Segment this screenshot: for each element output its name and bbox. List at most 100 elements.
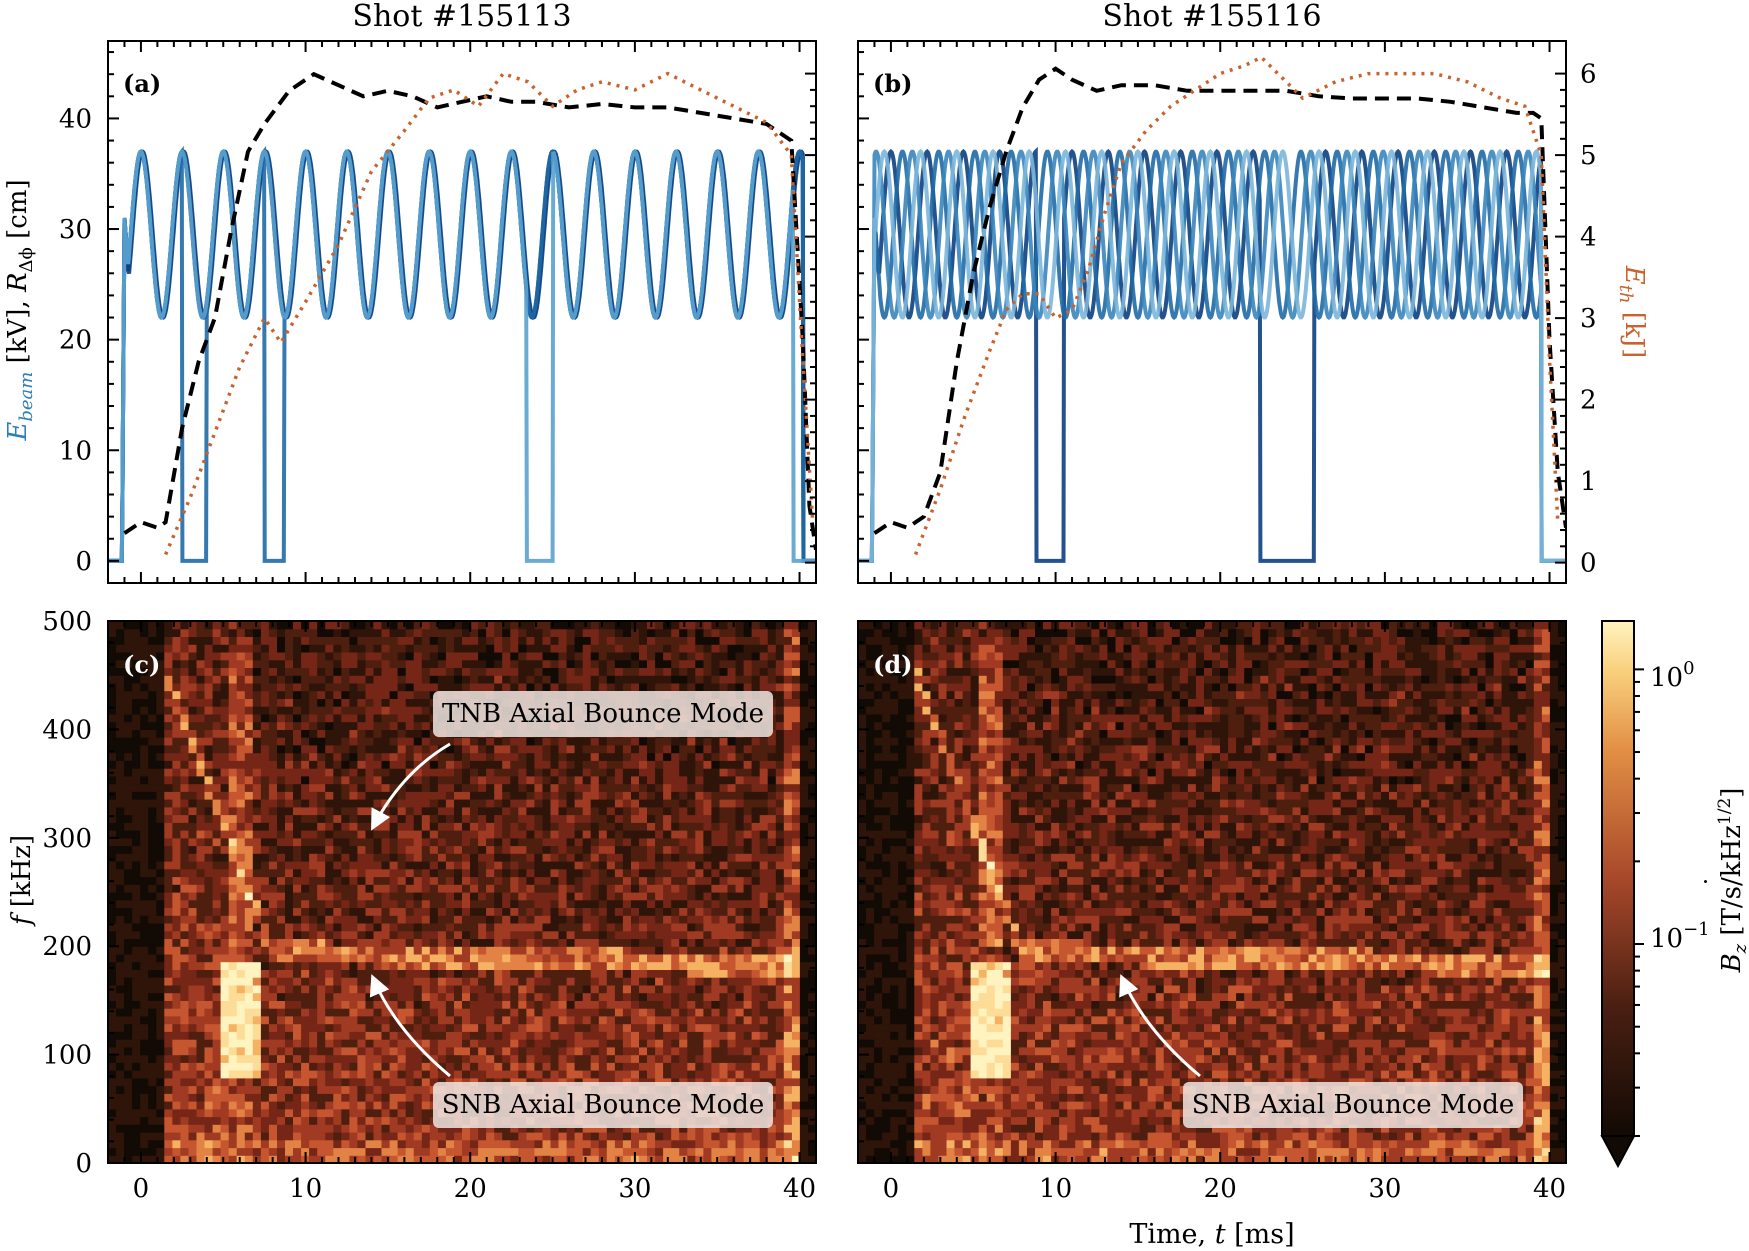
- spectrogram-cell: [260, 845, 270, 854]
- spectrogram-cell: [598, 760, 608, 769]
- spectrogram-cell: [437, 814, 447, 823]
- spectrogram-cell: [140, 1116, 149, 1125]
- spectrogram-cell: [268, 899, 278, 908]
- spectrogram-cell: [277, 923, 286, 932]
- spectrogram-cell: [164, 946, 173, 955]
- spectrogram-cell: [148, 783, 157, 792]
- spectrogram-cell: [285, 791, 294, 800]
- spectrogram-cell: [502, 768, 511, 777]
- spectrogram-cell: [156, 884, 165, 893]
- spectrogram-cell: [590, 799, 600, 808]
- spectrogram-cell: [526, 845, 535, 854]
- spectrogram-cell: [639, 1008, 648, 1017]
- spectrogram-cell: [486, 644, 495, 653]
- spectrogram-cell: [381, 876, 391, 885]
- spectrogram-cell: [631, 1054, 640, 1063]
- spectrogram-cell: [188, 1139, 198, 1149]
- spectrogram-cell: [309, 907, 318, 916]
- spectrogram-cell: [357, 1155, 366, 1164]
- spectrogram-cell: [140, 977, 149, 986]
- spectrogram-cell: [244, 961, 254, 970]
- spectrogram-cell: [526, 628, 535, 637]
- spectrogram-cell: [550, 1039, 560, 1048]
- spectrogram-cell: [389, 1147, 399, 1156]
- spectrogram-cell: [156, 744, 165, 754]
- spectrogram-cell: [373, 760, 383, 769]
- spectrogram-cell: [365, 1046, 375, 1056]
- spectrogram-cell: [566, 938, 576, 947]
- spectrogram-cell: [590, 837, 600, 847]
- spectrogram-cell: [421, 938, 431, 947]
- spectrogram-cell: [325, 1139, 334, 1149]
- spectrogram-cell: [502, 1039, 511, 1048]
- spectrogram-cell: [405, 1015, 415, 1025]
- spectrogram-cell: [188, 992, 198, 1001]
- spectrogram-cell: [462, 899, 471, 908]
- spectrogram-cell: [108, 667, 117, 676]
- spectrogram-cell: [494, 628, 503, 637]
- spectrogram-cell: [437, 1062, 447, 1071]
- spectrogram-cell: [132, 783, 141, 792]
- spectrogram-cell: [518, 1062, 527, 1071]
- spectrogram-cell: [188, 744, 198, 754]
- spectrogram-cell: [413, 992, 423, 1001]
- spectrogram-cell: [204, 1116, 214, 1125]
- spectrogram-cell: [598, 636, 608, 645]
- spectrogram-cell: [252, 992, 262, 1001]
- spectrogram-cell: [486, 1031, 495, 1040]
- spectrogram-cell: [156, 1093, 165, 1102]
- spectrogram-cell: [116, 1101, 125, 1110]
- spectrogram-cell: [164, 1147, 173, 1156]
- spectrogram-cell: [140, 628, 149, 637]
- spectrogram-cell: [462, 737, 471, 746]
- spectrogram-cell: [132, 636, 141, 645]
- spectrogram-cell: [639, 1062, 648, 1071]
- spectrogram-cell: [220, 1015, 230, 1025]
- spectrogram-cell: [373, 1008, 383, 1017]
- spectrogram-cell: [204, 876, 214, 885]
- spectrogram-cell: [534, 1155, 543, 1164]
- spectrogram-cell: [309, 768, 318, 777]
- spectrogram-cell: [510, 907, 519, 916]
- spectrogram-cell: [108, 930, 117, 939]
- spectrogram-cell: [502, 1054, 511, 1063]
- spectrogram-cell: [542, 628, 552, 637]
- spectrogram-cell: [397, 1116, 407, 1125]
- spectrogram-cell: [212, 822, 222, 831]
- spectrogram-cell: [558, 1046, 568, 1056]
- spectrogram-cell: [486, 837, 495, 847]
- spectrogram-cell: [277, 690, 286, 699]
- spectrogram-cell: [494, 652, 503, 661]
- spectrogram-cell: [381, 760, 391, 769]
- spectrogram-cell: [365, 1093, 375, 1102]
- spectrogram-cell: [534, 830, 543, 839]
- spectrogram-cell: [124, 768, 133, 777]
- spectrogram-cell: [526, 799, 535, 808]
- spectrogram-cell: [196, 1008, 206, 1017]
- spectrogram-cell: [244, 621, 254, 630]
- spectrogram-cell: [606, 682, 616, 692]
- spectrogram-cell: [494, 768, 503, 777]
- spectrogram-cell: [164, 977, 173, 986]
- spectrogram-cell: [574, 636, 584, 645]
- spectrogram-cell: [614, 868, 624, 878]
- spectrogram-cell: [494, 853, 503, 862]
- spectrogram-cell: [252, 760, 262, 769]
- spectrogram-cell: [502, 1070, 511, 1079]
- spectrogram-cell: [196, 822, 206, 831]
- spectrogram-cell: [590, 876, 600, 885]
- spectrogram-cell: [445, 868, 455, 878]
- spectrogram-cell: [518, 644, 527, 653]
- spectrogram-cell: [510, 675, 519, 684]
- spectrogram-cell: [140, 814, 149, 823]
- spectrogram-cell: [598, 1008, 608, 1017]
- spectrogram-cell: [381, 706, 391, 715]
- spectrogram-cell: [180, 1101, 189, 1110]
- spectrogram-cell: [156, 675, 165, 684]
- spectrogram-cell: [140, 682, 149, 692]
- spectrogram-cell: [116, 930, 125, 939]
- spectrogram-cell: [180, 690, 189, 699]
- spectrogram-cell: [413, 861, 423, 870]
- spectrogram-cell: [148, 977, 157, 986]
- spectrogram-cell: [566, 1000, 576, 1009]
